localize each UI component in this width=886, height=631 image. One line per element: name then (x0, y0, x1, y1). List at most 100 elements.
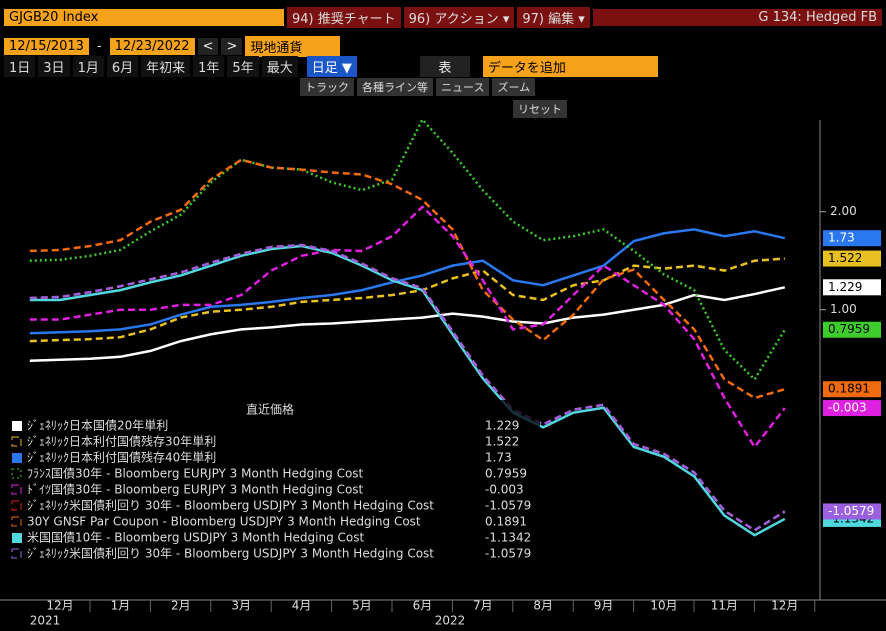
legend-value: 0.1891 (485, 515, 527, 529)
legend-swatch (11, 548, 22, 559)
range-button[interactable]: 1月 (72, 56, 104, 77)
x-tick-label: 10月 (650, 599, 677, 613)
legend-swatch (11, 436, 22, 447)
reset-button[interactable]: リセット (513, 100, 567, 118)
legend-label: ﾌﾗﾝｽ国債30年 - Bloomberg EURJPY 3 Month Hed… (27, 466, 364, 481)
tag-bg (823, 400, 881, 417)
last-value-tag: 1.73 (823, 230, 881, 247)
last-value-tag: 1.522 (823, 250, 881, 267)
range-button[interactable]: 年初来 (141, 56, 191, 77)
legend-label: ｼﾞｪﾈﾘｯｸ米国債利回り 30年 - Bloomberg USDJPY 3 M… (27, 546, 434, 561)
series-line (29, 244, 786, 537)
series-line (29, 286, 786, 362)
x-tick-label: 12月 (46, 599, 73, 613)
tag-label: -0.003 (828, 401, 867, 415)
tag-bg (823, 381, 881, 398)
legend-value: 1.229 (485, 419, 519, 433)
lines (29, 120, 786, 537)
menu-item[interactable]: 97) 編集 ▾ (517, 6, 590, 28)
tag-label: 1.73 (828, 231, 855, 245)
currency[interactable]: 現地通貨 (245, 35, 341, 57)
last-value-tag: 0.7959 (823, 321, 881, 338)
x-tick-label: 9月 (594, 599, 614, 613)
y-tick-label: 2.00 (830, 204, 857, 218)
tag-label: 0.1891 (828, 382, 870, 396)
legend-swatch (11, 484, 22, 495)
legend-value: -0.003 (485, 483, 524, 497)
series-line (29, 257, 785, 343)
menu-item[interactable]: 94) 推奨チャート (287, 6, 401, 28)
range-button[interactable]: 1年 (193, 56, 225, 77)
tag-bg (823, 250, 881, 267)
legend-bg (5, 400, 540, 565)
range-button[interactable]: 1日 (4, 56, 36, 77)
x-tick-label: 3月 (231, 599, 251, 613)
tag-label: 1.229 (828, 280, 862, 294)
tag-bg (823, 503, 881, 520)
x-tick-label: 12月 (771, 599, 798, 613)
legend-title: 直近価格 (246, 402, 294, 417)
range-button[interactable]: 5年 (227, 56, 259, 77)
frequency[interactable]: 日足 ▼ (306, 56, 357, 77)
tag-bg (823, 230, 881, 247)
series-line (29, 205, 786, 450)
tag-label: -1.0579 (828, 504, 874, 518)
tool[interactable]: トラック (300, 78, 354, 96)
x-tick-label: 8月 (533, 599, 553, 613)
series-line (29, 120, 786, 382)
start-date[interactable]: 12/15/2013 (4, 37, 89, 55)
legend-label: ﾄﾞｲﾂ国債30年 - Bloomberg EURJPY 3 Month Hed… (27, 482, 364, 497)
ticker[interactable]: GJGB20 Index (4, 8, 284, 26)
range-button[interactable]: 3日 (38, 56, 70, 77)
tag-label: 0.7959 (828, 322, 870, 336)
year-label: 2022 (435, 614, 466, 628)
tag-bg (823, 321, 881, 338)
legend-label: ｼﾞｪﾈﾘｯｸ日本国債20年単利 (27, 418, 168, 433)
reset-bar: リセット (0, 100, 886, 118)
x-tick-label: 4月 (292, 599, 312, 613)
range-button[interactable]: 最大 (261, 56, 298, 77)
title-bar: GJGB20 Index 94) 推奨チャート 96) アクション ▾ 97) … (0, 5, 886, 29)
next-button[interactable]: > (221, 37, 243, 55)
legend-swatch (11, 516, 22, 527)
tag-bg (823, 279, 881, 296)
range-bar: 1日 3日 1月 6月 年初来 1年 5年 最大 日足 ▼ 表 データを追加 (0, 56, 886, 77)
legend-swatch (12, 533, 22, 543)
legend-swatch (11, 500, 22, 511)
legend-label: ｼﾞｪﾈﾘｯｸ日本利付国債残存40年単利 (27, 450, 216, 465)
last-value-tag: 0.1891 (823, 381, 881, 398)
tool[interactable]: ニュース (436, 78, 490, 96)
page-title: G 134: Hedged FB (592, 8, 882, 26)
legend-value: -1.0579 (485, 547, 531, 561)
x-tick-label: 7月 (473, 599, 493, 613)
series-line (29, 158, 786, 400)
legend-value: -1.0579 (485, 499, 531, 513)
legend-value: -1.1342 (485, 531, 531, 545)
chart: 直近価格 1.002.003.0012月1月2月3月4月5月6月7月8月9月10… (0, 120, 886, 628)
tool[interactable]: 各種ライン等 (357, 78, 433, 96)
legend-label: 30Y GNSF Par Coupon - Bloomberg USDJPY 3… (27, 515, 421, 529)
year-label: 2021 (30, 614, 61, 628)
x-tick-label: 5月 (352, 599, 372, 613)
legend-value: 1.522 (485, 435, 519, 449)
legend-label: ｼﾞｪﾈﾘｯｸ米国債利回り 30年 - Bloomberg USDJPY 3 M… (27, 498, 434, 513)
end-date[interactable]: 12/23/2022 (109, 37, 195, 55)
last-value-tag: 1.229 (823, 279, 881, 296)
x-tick-label: 2月 (171, 599, 191, 613)
range-button[interactable]: 6月 (106, 56, 139, 77)
date-bar: 12/15/2013 - 12/23/2022 < > 現地通貨 (0, 35, 886, 57)
x-tick-label: 6月 (413, 599, 433, 613)
legend-swatch (11, 468, 22, 479)
series-line (29, 243, 786, 532)
last-value-tag: -0.003 (823, 400, 881, 417)
legend-label: ｼﾞｪﾈﾘｯｸ日本利付国債残存30年単利 (27, 434, 216, 449)
series-line (29, 228, 786, 335)
x-tick-label: 1月 (111, 599, 131, 613)
table-button[interactable]: 表 (419, 56, 470, 77)
legend-swatch (12, 453, 22, 463)
tool[interactable]: ズーム (492, 78, 536, 96)
menu-item[interactable]: 96) アクション ▾ (403, 6, 515, 28)
add-data[interactable]: データを追加 (482, 56, 658, 77)
prev-button[interactable]: < (197, 37, 219, 55)
